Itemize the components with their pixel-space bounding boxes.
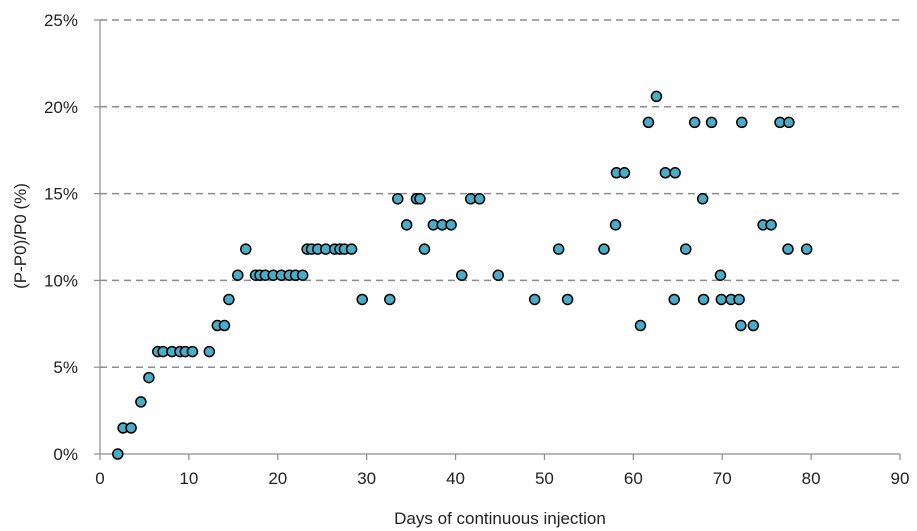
x-tick-label-6: 60 [624, 469, 643, 488]
data-point [345, 243, 358, 255]
data-point [561, 293, 574, 306]
y-tick-label-0: 0% [53, 445, 78, 464]
data-point [680, 243, 692, 255]
data-point [705, 116, 718, 129]
data-point [715, 293, 728, 306]
data-point [650, 90, 663, 103]
data-point [714, 269, 727, 281]
y-axis-title: (P-P0)/P0 (%) [11, 183, 30, 289]
data-point [143, 371, 155, 384]
data-point [747, 319, 760, 332]
data-point [456, 269, 468, 281]
data-point [552, 243, 565, 255]
x-tick-label-1: 10 [179, 469, 198, 488]
x-tick-label-3: 30 [357, 469, 376, 488]
y-tick-labels: 0% 5% 10% 15% 20% 25% [44, 11, 78, 464]
data-point [668, 293, 680, 306]
data-point [186, 345, 199, 358]
y-tick-label-1: 5% [53, 358, 78, 377]
y-tick-label-2: 10% [44, 271, 78, 290]
data-point [445, 219, 457, 231]
data-point [112, 448, 124, 460]
gridlines [100, 19, 900, 368]
data-point [223, 293, 235, 306]
y-tick-label-4: 20% [44, 98, 78, 117]
data-point [528, 293, 541, 306]
data-point [697, 293, 710, 306]
x-tick-label-7: 70 [713, 469, 732, 488]
data-point [609, 219, 622, 231]
data-point [203, 345, 216, 358]
data-point [642, 116, 655, 129]
y-tick-label-5: 25% [44, 11, 78, 30]
x-tick-label-8: 80 [802, 469, 821, 488]
data-point [296, 269, 309, 281]
data-point [414, 193, 426, 205]
data-points [112, 90, 813, 460]
data-point [669, 167, 681, 179]
y-tick-label-3: 15% [44, 185, 78, 204]
x-tick-label-9: 90 [891, 469, 910, 488]
x-tick-label-4: 40 [446, 469, 465, 488]
x-tick-labels: 0 10 20 30 40 50 60 70 80 90 [95, 469, 909, 488]
x-axis-title: Days of continuous injection [394, 509, 606, 528]
data-point [634, 319, 647, 332]
data-point [356, 293, 368, 306]
data-point [618, 167, 631, 179]
data-point [400, 219, 413, 231]
data-point [736, 116, 748, 129]
data-point [392, 193, 404, 205]
data-point [218, 319, 231, 332]
data-point [492, 269, 504, 281]
data-point [800, 243, 813, 255]
data-point [473, 193, 486, 205]
data-point [598, 243, 610, 255]
data-point [384, 293, 396, 306]
data-point [696, 193, 709, 205]
data-point [735, 319, 747, 332]
x-tick-label-5: 50 [535, 469, 554, 488]
data-point [418, 243, 431, 255]
data-point [733, 293, 745, 306]
data-point [135, 396, 147, 408]
x-tick-label-0: 0 [95, 469, 104, 488]
x-tick-label-2: 20 [268, 469, 287, 488]
data-point [765, 219, 777, 231]
data-point [125, 422, 137, 434]
axes [94, 19, 901, 460]
data-point [240, 243, 252, 255]
data-point [659, 167, 672, 179]
data-point [688, 116, 701, 129]
data-point [232, 269, 244, 281]
data-point [782, 243, 794, 255]
data-point [783, 116, 795, 129]
